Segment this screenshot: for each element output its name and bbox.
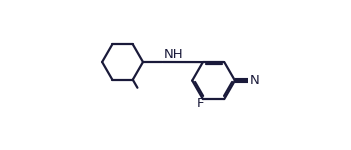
Text: NH: NH xyxy=(164,48,184,60)
Text: F: F xyxy=(197,97,204,110)
Text: N: N xyxy=(250,74,259,87)
